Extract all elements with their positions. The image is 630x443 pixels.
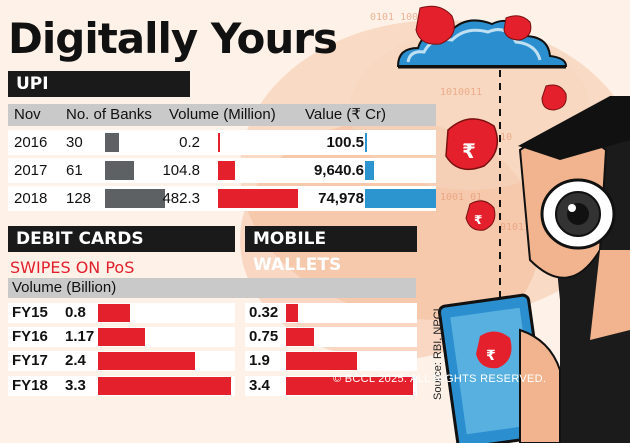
value-bar	[365, 161, 375, 180]
debit-cards-section-label: DEBIT CARDS	[8, 226, 235, 252]
upi-row-2016: 2016 30 0.2 100.5	[8, 130, 436, 155]
phone-icon: ₹	[437, 293, 561, 443]
mobile-wallet-value: 0.75	[249, 328, 279, 345]
svg-text:010110: 010110	[500, 222, 536, 233]
debit-card-row: FY17 2.4	[8, 351, 235, 371]
debit-card-bar	[98, 304, 131, 322]
mobile-wallet-row: 3.4	[245, 376, 417, 396]
swipes-subhead: SWIPES ON PoS	[10, 258, 135, 277]
svg-text:₹: ₹	[474, 213, 482, 227]
svg-text:0101 1001: 0101 1001	[370, 12, 424, 23]
upi-section-label: UPI	[8, 71, 190, 97]
upi-year: 2017	[14, 162, 48, 179]
mobile-wallet-value: 0.32	[249, 304, 279, 321]
svg-text:1001 01: 1001 01	[440, 192, 482, 203]
upi-volume: 104.8	[162, 162, 200, 179]
debit-card-row: FY18 3.3	[8, 376, 235, 396]
source-note: Source: RBI, NPCI	[432, 308, 444, 400]
debit-card-bar	[98, 352, 195, 370]
mobile-wallet-bar	[286, 328, 314, 346]
mobile-wallet-row: 0.32	[245, 303, 417, 323]
money-bag-icon: ₹ ₹	[415, 5, 567, 231]
fy-label: FY17	[12, 352, 48, 369]
debit-card-row: FY16 1.17	[8, 327, 235, 347]
fy-label: FY15	[12, 304, 48, 321]
svg-text:1010011: 1010011	[440, 87, 482, 98]
upi-volume: 0.2	[179, 134, 200, 151]
mobile-wallet-row: 1.9	[245, 351, 417, 371]
svg-text:₹: ₹	[462, 139, 476, 163]
debit-card-value: 2.4	[65, 352, 86, 369]
svg-text:₹: ₹	[486, 348, 496, 364]
debit-card-value: 0.8	[65, 304, 86, 321]
volume-bar	[218, 189, 298, 208]
debit-card-value: 1.17	[65, 328, 95, 345]
banks-bar	[105, 189, 165, 208]
debit-card-bar	[98, 328, 146, 346]
upi-value: 9,640.6	[313, 162, 364, 179]
mobile-wallet-row: 0.75	[245, 327, 417, 347]
upi-volume: 482.3	[162, 190, 200, 207]
banks-bar	[105, 161, 134, 180]
volume-label: Volume (Billion)	[8, 278, 416, 298]
mobile-wallet-value: 1.9	[249, 352, 270, 369]
debit-card-bar	[98, 377, 231, 395]
upi-banks: 30	[66, 134, 83, 151]
mobile-wallet-value: 3.4	[249, 377, 270, 394]
upi-table-header: Nov No. of Banks Volume (Million) Value …	[8, 104, 436, 126]
person-illustration	[518, 96, 630, 443]
volume-bar	[218, 161, 236, 180]
debit-card-value: 3.3	[65, 377, 86, 394]
banks-bar	[105, 133, 120, 152]
upi-row-2017: 2017 61 104.8 9,640.6	[8, 158, 436, 183]
upi-banks: 61	[66, 162, 83, 179]
mobile-wallet-bar	[286, 377, 413, 395]
debit-card-row: FY15 0.8	[8, 303, 235, 323]
value-bar	[365, 189, 436, 208]
mobile-wallets-section-label: MOBILE WALLETS	[245, 226, 417, 275]
mobile-wallet-bar	[286, 304, 298, 322]
fy-label: FY16	[12, 328, 48, 345]
fy-label: FY18	[12, 377, 48, 394]
upi-banks: 128	[66, 190, 92, 207]
upi-year: 2018	[14, 190, 48, 207]
upi-value: 100.5	[326, 134, 364, 151]
upi-value: 74,978	[318, 190, 364, 207]
page-title: Digitally Yours	[8, 14, 338, 63]
header-volume: Volume (Million)	[169, 106, 276, 123]
header-year: Nov	[14, 106, 41, 123]
copyright-notice: © BCCL 2025. ALL RIGHTS RESERVED.	[333, 373, 547, 385]
volume-bar	[218, 133, 220, 152]
header-banks: No. of Banks	[66, 106, 152, 123]
upi-row-2018: 2018 128 482.3 74,978	[8, 186, 436, 211]
upi-year: 2016	[14, 134, 48, 151]
value-bar	[365, 133, 367, 152]
header-value: Value (₹ Cr)	[305, 106, 386, 123]
mobile-wallet-bar	[286, 352, 357, 370]
